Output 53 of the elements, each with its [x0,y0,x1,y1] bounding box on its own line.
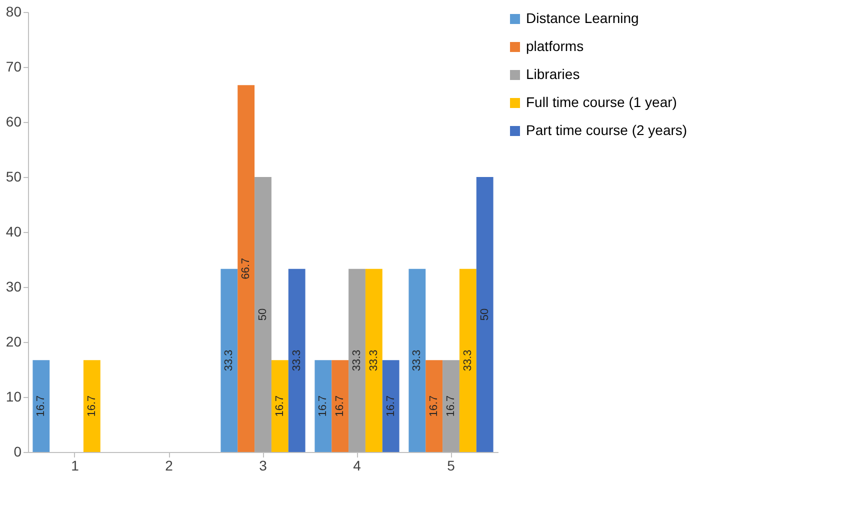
legend-label: Full time course (1 year) [526,94,677,110]
y-tick-label: 50 [6,168,22,184]
bar [271,360,288,452]
bar [459,268,476,452]
y-tick-label: 20 [6,334,22,350]
data-label: 50 [257,308,269,321]
y-tick-label: 30 [6,278,22,294]
data-label: 16.7 [384,395,397,417]
data-label: 33.3 [223,350,236,372]
bar [365,268,382,452]
data-label: 16.7 [334,395,346,417]
bar [442,360,460,452]
data-label: 33.3 [368,350,380,372]
legend-label: Part time course (2 years) [526,122,688,138]
y-tick-label: 40 [6,224,22,240]
data-label: 16.7 [317,395,330,417]
data-label: 16.7 [428,395,440,417]
bar [408,268,426,452]
bar [254,177,272,452]
bar [332,360,349,452]
y-tick-label: 70 [6,58,22,74]
bar [476,177,494,452]
bar [238,85,255,452]
legend-label: Distance Learning [526,10,639,26]
data-label: 16.7 [445,395,457,417]
bar [32,360,50,452]
y-tick-label: 80 [6,4,22,20]
legend-label: Libraries [526,66,580,82]
bar [220,268,238,452]
bar [348,268,366,452]
data-label: 33.3 [462,350,474,372]
x-tick-label: 5 [447,458,456,474]
bar [288,268,306,452]
bar [83,360,100,452]
bar [382,360,400,452]
data-label: 16.7 [274,395,286,417]
data-label: 33.3 [351,350,363,372]
x-tick-label: 3 [259,458,268,474]
x-tick-label: 2 [165,458,174,474]
y-tick-label: 10 [6,388,22,404]
y-tick-label: 0 [14,444,22,460]
bar [314,360,332,452]
data-label: 16.7 [86,395,98,417]
y-tick-label: 60 [6,114,22,130]
data-label: 16.7 [35,395,48,417]
data-label: 50 [478,308,491,321]
data-label: 33.3 [411,350,424,372]
legend-label: platforms [526,38,584,54]
data-label: 66.7 [240,258,252,280]
data-label: 33.3 [290,350,303,372]
x-tick-label: 1 [71,458,80,474]
bar [426,360,443,452]
x-tick-label: 4 [353,458,362,474]
